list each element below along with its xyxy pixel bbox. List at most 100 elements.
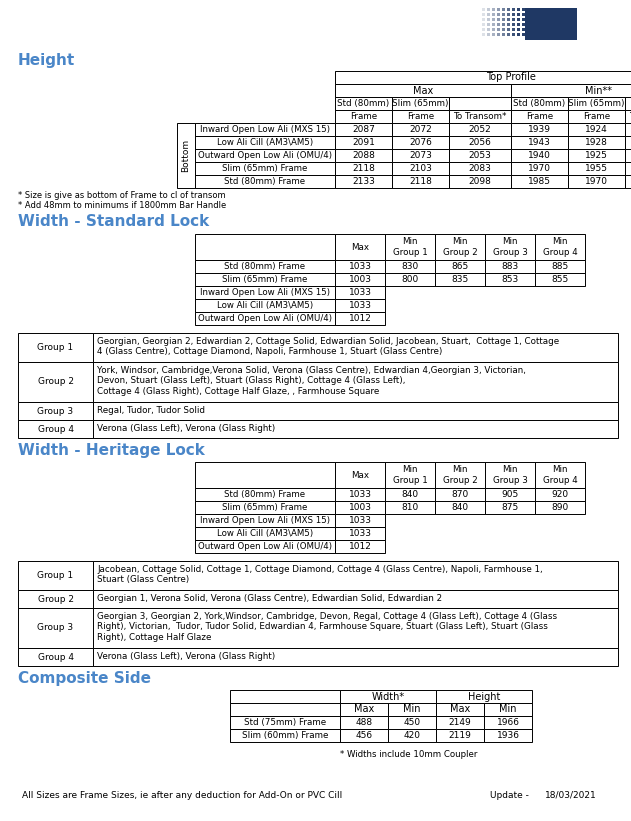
- Bar: [517, 28, 520, 31]
- Bar: [335, 71, 631, 84]
- Text: Height: Height: [468, 691, 500, 701]
- Text: Verona (Glass Left), Verona (Glass Right): Verona (Glass Left), Verona (Glass Right…: [97, 652, 275, 661]
- Text: 920: 920: [551, 490, 569, 499]
- Bar: [507, 13, 510, 16]
- Bar: [195, 149, 335, 162]
- Text: 1970: 1970: [528, 164, 551, 173]
- Text: Std (80mm): Std (80mm): [338, 99, 389, 108]
- Text: Min
Group 3: Min Group 3: [493, 466, 528, 484]
- Bar: [195, 540, 335, 553]
- Text: 810: 810: [401, 503, 418, 512]
- Bar: [492, 23, 495, 26]
- Bar: [177, 123, 195, 188]
- Bar: [502, 18, 505, 21]
- Text: 1003: 1003: [348, 503, 372, 512]
- Text: Group 1: Group 1: [37, 571, 74, 580]
- Text: Max: Max: [351, 470, 369, 479]
- Bar: [340, 690, 436, 703]
- Bar: [435, 234, 485, 260]
- Bar: [335, 286, 385, 299]
- Text: 840: 840: [451, 503, 469, 512]
- Text: Georgian, Georgian 2, Edwardian 2, Cottage Solid, Edwardian Solid, Jacobean, Stu: Georgian, Georgian 2, Edwardian 2, Cotta…: [97, 337, 559, 356]
- Bar: [485, 501, 535, 514]
- Bar: [625, 149, 631, 162]
- Bar: [568, 123, 625, 136]
- Text: 1966: 1966: [497, 718, 519, 727]
- Text: Frame: Frame: [350, 112, 377, 121]
- Bar: [93, 648, 618, 666]
- Bar: [492, 13, 495, 16]
- Bar: [392, 162, 449, 175]
- Bar: [482, 23, 485, 26]
- Bar: [517, 33, 520, 36]
- Text: Bottom: Bottom: [182, 139, 191, 172]
- Text: 1925: 1925: [585, 151, 608, 160]
- Bar: [93, 362, 618, 402]
- Bar: [385, 488, 435, 501]
- Bar: [93, 402, 618, 420]
- Bar: [18, 608, 93, 648]
- Text: 1033: 1033: [348, 288, 372, 297]
- Bar: [568, 136, 625, 149]
- Text: 885: 885: [551, 262, 569, 271]
- Text: 420: 420: [403, 731, 420, 740]
- Bar: [435, 260, 485, 273]
- Bar: [392, 175, 449, 188]
- Bar: [492, 28, 495, 31]
- Bar: [568, 97, 625, 110]
- Text: 488: 488: [355, 718, 372, 727]
- Text: Std (80mm) Frame: Std (80mm) Frame: [225, 490, 305, 499]
- Bar: [335, 84, 511, 97]
- Bar: [195, 299, 335, 312]
- Text: Group 1: Group 1: [37, 343, 74, 352]
- Text: 2119: 2119: [449, 731, 471, 740]
- Text: Verona (Glass Left), Verona (Glass Right): Verona (Glass Left), Verona (Glass Right…: [97, 424, 275, 433]
- Bar: [435, 501, 485, 514]
- Text: Max: Max: [413, 85, 433, 95]
- Bar: [625, 110, 631, 123]
- Bar: [392, 110, 449, 123]
- Text: 2072: 2072: [409, 125, 432, 134]
- Text: Slim (65mm): Slim (65mm): [569, 99, 625, 108]
- Bar: [511, 136, 568, 149]
- Text: Frame: Frame: [526, 112, 553, 121]
- Bar: [449, 136, 511, 149]
- Bar: [502, 33, 505, 36]
- Bar: [568, 149, 625, 162]
- Text: 2133: 2133: [352, 177, 375, 186]
- Text: 2076: 2076: [409, 138, 432, 147]
- Bar: [522, 28, 525, 31]
- Bar: [511, 175, 568, 188]
- Bar: [511, 149, 568, 162]
- Bar: [512, 23, 515, 26]
- Bar: [392, 136, 449, 149]
- Text: 1033: 1033: [348, 490, 372, 499]
- Text: 1033: 1033: [348, 529, 372, 538]
- Bar: [335, 312, 385, 325]
- Text: Min
Group 1: Min Group 1: [392, 237, 427, 257]
- Bar: [512, 33, 515, 36]
- Bar: [487, 33, 490, 36]
- Text: Slim (65mm) Frame: Slim (65mm) Frame: [222, 503, 308, 512]
- Bar: [517, 23, 520, 26]
- Bar: [335, 527, 385, 540]
- Text: 2149: 2149: [449, 718, 471, 727]
- Text: Georgian 3, Georgian 2, York,Windsor, Cambridge, Devon, Regal, Cottage 4 (Glass : Georgian 3, Georgian 2, York,Windsor, Ca…: [97, 612, 557, 642]
- Bar: [482, 18, 485, 21]
- Text: 1940: 1940: [528, 151, 551, 160]
- Bar: [195, 123, 335, 136]
- Bar: [485, 234, 535, 260]
- Text: Width - Heritage Lock: Width - Heritage Lock: [18, 443, 205, 457]
- Text: 1033: 1033: [348, 516, 372, 525]
- Bar: [522, 13, 525, 16]
- Bar: [93, 561, 618, 590]
- Bar: [335, 136, 392, 149]
- Text: 2103: 2103: [409, 164, 432, 173]
- Bar: [497, 8, 500, 11]
- Bar: [18, 648, 93, 666]
- Bar: [492, 8, 495, 11]
- Text: 1003: 1003: [348, 275, 372, 284]
- Text: * Widths include 10mm Coupler: * Widths include 10mm Coupler: [340, 750, 478, 759]
- Text: 1012: 1012: [348, 542, 372, 551]
- Bar: [568, 175, 625, 188]
